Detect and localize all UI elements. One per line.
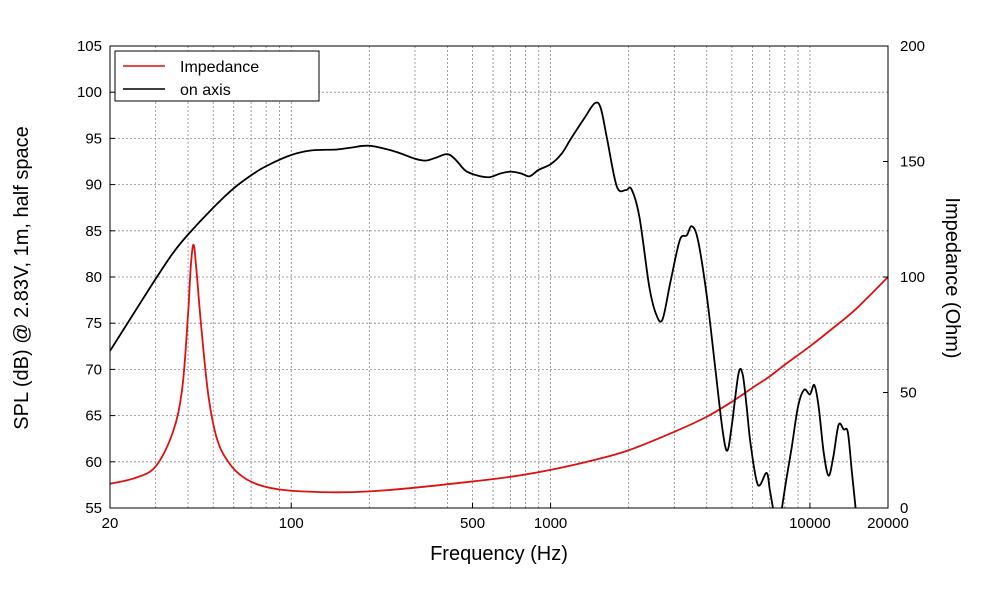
x-tick-label: 1000 — [534, 515, 567, 532]
y-tick-label: 55 — [85, 500, 102, 517]
y-tick-label: 60 — [85, 454, 102, 471]
y2-tick-label: 0 — [900, 500, 908, 517]
y-tick-label: 70 — [85, 361, 102, 378]
x-tick-label: 100 — [279, 515, 304, 532]
x-tick-label: 20000 — [867, 515, 909, 532]
x-tick-label: 500 — [460, 515, 485, 532]
y-tick-label: 65 — [85, 408, 102, 425]
legend-label-on-axis: on axis — [180, 82, 231, 99]
y-tick-label: 90 — [85, 177, 102, 194]
series-line-impedance — [110, 243, 888, 494]
ticks: 20 100 500 1000 10000 20000556065707580859095… — [77, 38, 925, 532]
series-lines — [110, 101, 888, 508]
x-tick-label: 20 — [102, 515, 119, 532]
x-axis-title: Frequency (Hz) — [430, 543, 568, 565]
y-tick-label: 75 — [85, 315, 102, 332]
y2-tick-label: 200 — [900, 38, 925, 55]
grid — [110, 46, 888, 508]
y-tick-label: 85 — [85, 223, 102, 240]
y-axis-title: SPL (dB) @ 2.83V, 1m, half space — [11, 126, 33, 429]
y2-axis-title: Impedance (Ohm) — [941, 197, 963, 358]
legend-box — [114, 50, 320, 102]
y-tick-label: 80 — [85, 269, 102, 286]
y-tick-label: 95 — [85, 130, 102, 147]
y2-tick-label: 100 — [900, 269, 925, 286]
series-line-on-axis-upper-band — [781, 384, 857, 508]
legend-label-impedance: Impedance — [180, 59, 259, 76]
x-tick-label: 10000 — [789, 515, 831, 532]
series-line-on-axis — [110, 101, 774, 508]
y2-tick-label: 150 — [900, 154, 925, 171]
y-tick-label: 105 — [77, 38, 102, 55]
y-tick-label: 100 — [77, 84, 102, 101]
legend: Impedance on axis — [114, 50, 320, 102]
y2-tick-label: 50 — [900, 385, 917, 402]
